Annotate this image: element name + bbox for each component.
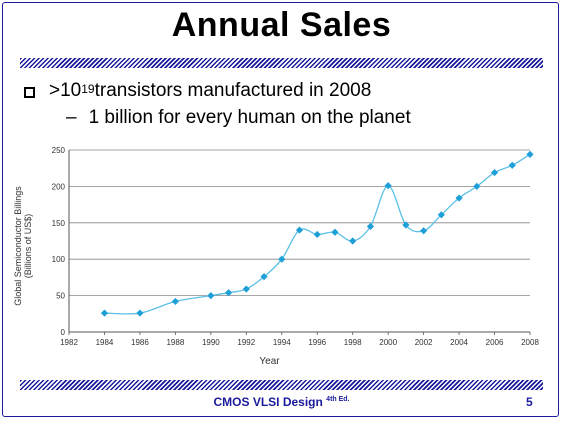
data-point-marker [260,273,268,281]
sub-bullet-point: –1 billion for every human on the planet [66,107,411,129]
data-point-marker [455,194,463,202]
x-tick-label: 2004 [450,338,468,347]
x-tick-label: 2000 [379,338,397,347]
top-divider-stripe [20,58,543,68]
y-tick-label: 200 [52,182,66,191]
x-tick-label: 1990 [202,338,220,347]
y-tick-label: 250 [52,146,66,155]
footer-course-title: CMOS VLSI Design 4th Ed. [0,395,563,409]
x-tick-label: 1984 [96,338,114,347]
y-axis-label: Global Semiconductor Billings [13,186,23,306]
sub-bullet-text: 1 billion for every human on the planet [88,107,411,128]
bottom-divider-stripe [20,380,543,390]
y-tick-label: 50 [56,292,65,301]
data-point-marker [402,221,410,229]
series-line [104,153,531,315]
x-tick-label: 1982 [60,338,78,347]
data-point-marker [384,182,392,190]
x-tick-label: 1988 [166,338,184,347]
bullet-point: >10 19 transistors manufactured in 2008 [24,80,371,102]
bullet-exponent: 19 [81,82,95,96]
data-point-marker [100,309,109,317]
data-point-marker [420,227,428,235]
data-point-marker [508,161,516,169]
x-tick-label: 1996 [308,338,326,347]
y-tick-label: 150 [52,219,66,228]
data-point-marker [473,182,481,190]
bullet-suffix: transistors manufactured in 2008 [94,80,372,101]
slide-frame [2,2,559,417]
x-tick-label: 2006 [486,338,504,347]
footer-text: CMOS VLSI Design [213,395,327,409]
x-tick-label: 1986 [131,338,149,347]
data-point-marker [242,285,250,293]
x-tick-label: 1998 [344,338,362,347]
x-tick-label: 2002 [415,338,433,347]
data-point-marker [136,309,144,317]
data-point-marker [171,297,179,306]
x-tick-label: 2008 [521,338,539,347]
page-number: 5 [526,395,533,409]
y-tick-label: 0 [61,328,66,337]
data-point-marker [437,211,445,219]
data-point-marker [295,226,304,234]
data-point-marker [349,237,357,245]
slide-title: Annual Sales [171,6,392,44]
dash-marker: – [66,107,77,128]
data-point-marker [526,150,534,158]
y-axis-label: (Billions of US$) [23,214,33,279]
footer-edition: 4th Ed. [326,396,350,403]
data-point-marker [331,228,339,236]
data-point-marker [366,222,375,231]
data-point-marker [224,289,233,297]
x-axis-label: Year [259,356,280,367]
checkbox-bullet-icon [24,86,35,98]
sales-line-chart: 0 50 100 150 200 250 1982 1984 1986 1988 1990 1992 1… [13,146,539,367]
data-point-marker [490,168,499,177]
data-point-marker [278,255,286,263]
y-tick-label: 100 [52,255,66,264]
bullet-prefix: >10 [49,80,82,101]
x-tick-label: 1994 [273,338,291,347]
x-tick-label: 1992 [237,338,255,347]
data-point-marker [313,230,321,239]
data-point-marker [207,292,215,300]
